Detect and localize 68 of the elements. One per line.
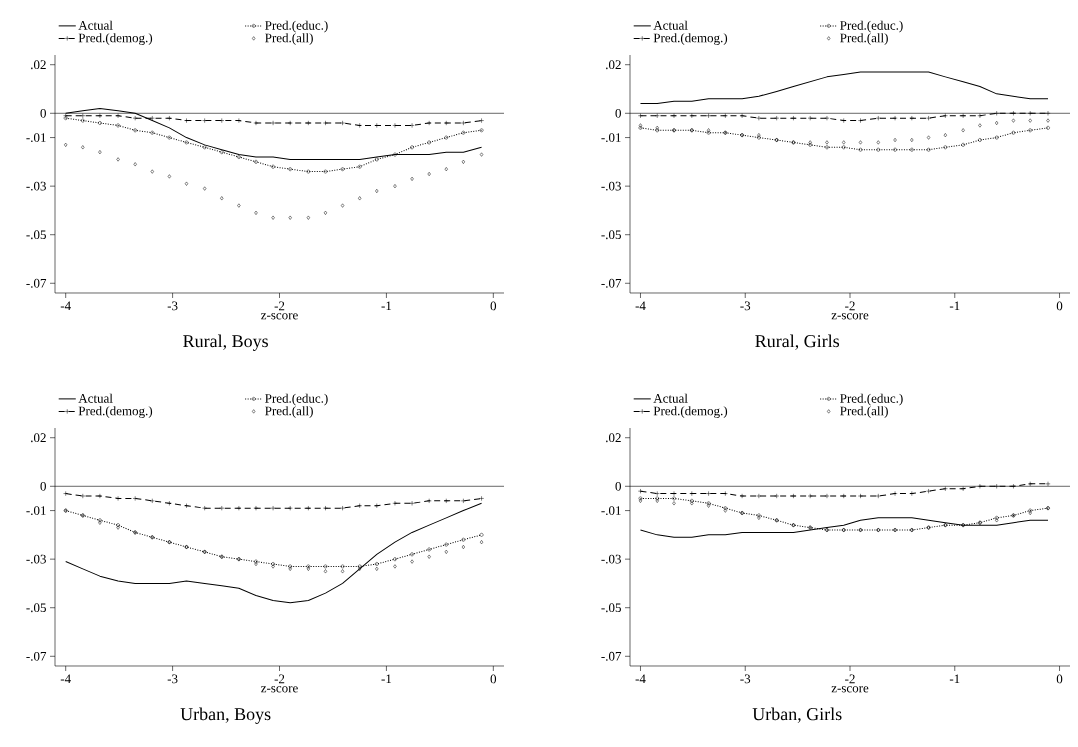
legend-label: Pred.(all) <box>840 33 888 45</box>
legend-label: Pred.(all) <box>840 406 888 418</box>
y-tick-label: -.07 <box>601 651 622 661</box>
y-tick-label: .02 <box>31 433 46 443</box>
x-axis-title: z-score <box>831 313 869 320</box>
y-tick-label: -.05 <box>601 230 621 240</box>
y-tick-label: -.01 <box>601 506 621 515</box>
legend-label: Actual <box>78 20 113 30</box>
x-tick-label: -1 <box>949 674 960 684</box>
x-tick-label: -1 <box>381 301 392 311</box>
legend-label: Pred.(all) <box>265 406 313 418</box>
y-tick-label: -.05 <box>26 603 46 613</box>
legend-label: Pred.(demog.) <box>78 33 153 45</box>
text: Urban, Girls <box>752 707 842 723</box>
x-tick-label: -2 <box>845 674 855 684</box>
legend-label: Pred.(educ.) <box>265 20 328 33</box>
x-tick-label: 0 <box>1056 674 1063 684</box>
y-tick-label: 0 <box>40 481 46 491</box>
x-tick-label: -1 <box>381 674 392 684</box>
y-tick-label: -.03 <box>26 554 46 564</box>
y-tick-label: -.05 <box>601 603 621 613</box>
x-tick-label: 0 <box>490 301 497 311</box>
legend-label: Pred.(demog.) <box>653 33 728 45</box>
y-tick-label: -.03 <box>601 554 621 564</box>
y-tick-label: -.07 <box>26 278 47 288</box>
x-tick-label: -1 <box>949 301 960 311</box>
x-tick-label: -2 <box>274 674 285 684</box>
x-tick-label: -2 <box>274 301 285 311</box>
x-tick-label: 0 <box>490 674 497 684</box>
legend-label: Actual <box>653 20 688 30</box>
legend-label: Actual <box>78 393 113 403</box>
y-tick-label: .02 <box>606 433 621 443</box>
x-tick-label: -3 <box>740 674 751 684</box>
legend-label: Pred.(educ.) <box>840 20 903 33</box>
x-axis-title: z-score <box>261 313 298 320</box>
y-tick-label: -.07 <box>26 651 47 661</box>
x-tick-label: -4 <box>635 674 646 684</box>
y-tick-label: -.01 <box>601 133 621 142</box>
y-tick-label: .02 <box>31 60 46 70</box>
y-tick-label: -.01 <box>26 506 46 515</box>
x-axis-title: z-score <box>261 686 298 693</box>
x-tick-label: -3 <box>167 674 178 684</box>
legend-label: Pred.(educ.) <box>840 393 903 406</box>
y-tick-label: -.01 <box>26 133 46 142</box>
y-tick-label: .02 <box>606 60 621 70</box>
legend-label: Pred.(demog.) <box>78 406 153 418</box>
legend-label: Actual <box>653 393 688 403</box>
legend-label: Pred.(demog.) <box>653 406 728 418</box>
legend-label: Pred.(all) <box>265 33 313 45</box>
y-tick-label: 0 <box>615 481 621 491</box>
x-tick-label: -3 <box>740 301 751 311</box>
y-tick-label: 0 <box>615 108 621 118</box>
y-tick-label: -.07 <box>601 278 622 288</box>
x-tick-label: -4 <box>60 674 71 684</box>
legend-label: Pred.(educ.) <box>265 393 328 406</box>
text: Rural, Girls <box>755 334 840 350</box>
y-tick-label: 0 <box>40 108 46 118</box>
x-tick-label: -4 <box>635 301 646 311</box>
x-tick-label: 0 <box>1056 301 1063 311</box>
x-tick-label: -4 <box>60 301 71 311</box>
y-tick-label: -.03 <box>601 181 621 191</box>
y-tick-label: -.03 <box>26 181 46 191</box>
x-axis-title: z-score <box>831 686 869 693</box>
x-tick-label: -2 <box>845 301 855 311</box>
text: Rural, Boys <box>183 334 268 351</box>
x-tick-label: -3 <box>167 301 178 311</box>
y-tick-label: -.05 <box>26 230 46 240</box>
text: Urban, Boys <box>180 707 271 724</box>
